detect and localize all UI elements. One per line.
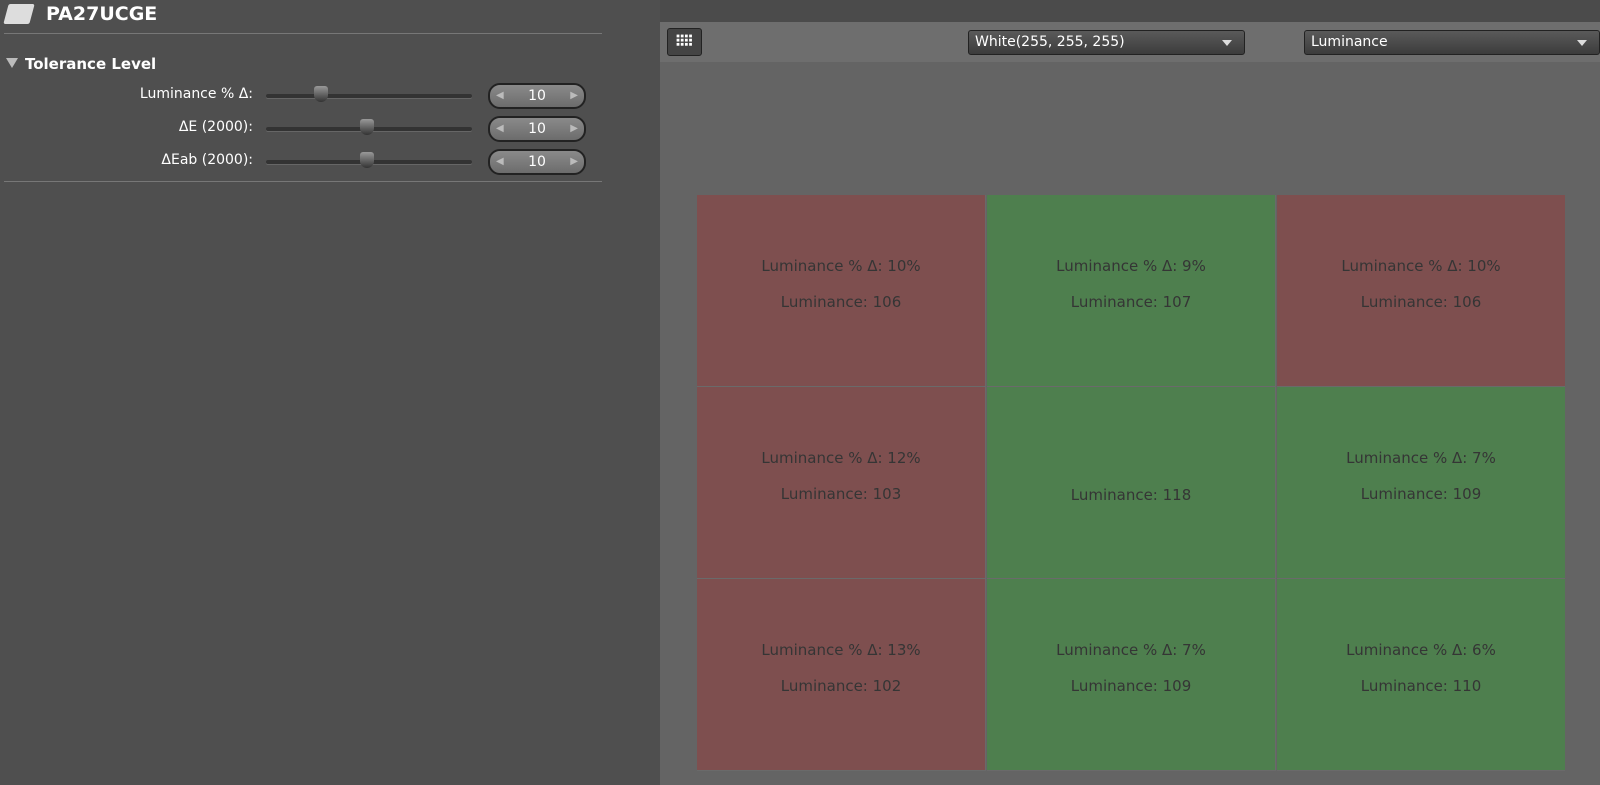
cell-text: Luminance % Δ: 13% [761,641,921,659]
spinner-decrement[interactable]: ◀ [496,123,504,134]
slider-thumb[interactable] [360,119,374,135]
collapse-toggle[interactable] [6,58,18,68]
spinner-increment[interactable]: ▶ [570,156,578,167]
grid-cell: Luminance % Δ: 12% Luminance: 103 [697,387,986,579]
grid-cell: Luminance % Δ: 13% Luminance: 102 [697,579,986,771]
grid-cell: Luminance % Δ: 10% Luminance: 106 [697,195,986,387]
value-spinner[interactable]: 10 ◀ ▶ [488,83,586,109]
slider-label: ΔEab (2000): [161,152,253,168]
grid-cell: Luminance % Δ: 9% Luminance: 107 [987,195,1276,387]
grid-cell: Luminance % Δ: 10% Luminance: 106 [1277,195,1565,387]
app-icon [3,4,35,24]
patch-dropdown[interactable]: White(255, 255, 255) [968,30,1245,55]
top-strip [660,0,1600,22]
cell-text: Luminance % Δ: 7% [1346,449,1496,467]
slider-row: ΔEab (2000): 10 ◀ ▶ [0,148,600,176]
cell-text: Luminance: 102 [780,677,902,695]
grid-cell: Luminance % Δ: 6% Luminance: 110 [1277,579,1565,771]
slider-track[interactable] [266,94,472,98]
value-spinner[interactable]: 10 ◀ ▶ [488,116,586,142]
grid-cell: Luminance % Δ: 7% Luminance: 109 [987,579,1276,771]
cell-text: Luminance: 109 [1070,677,1192,695]
grid-cell: Luminance % Δ: 7% Luminance: 109 [1277,387,1565,579]
spinner-value: 10 [528,154,546,170]
monitor-title: PA27UCGE [46,3,158,25]
section-title[interactable]: Tolerance Level [25,55,157,73]
spinner-increment[interactable]: ▶ [570,123,578,134]
cell-text: Luminance % Δ: 7% [1056,641,1206,659]
cell-text: Luminance: 110 [1360,677,1482,695]
cell-text: Luminance % Δ: 10% [761,257,921,275]
cell-text: Luminance % Δ: 10% [1341,257,1501,275]
cell-text: Luminance: 118 [1070,486,1192,504]
slider-label: ΔE (2000): [178,119,253,135]
slider-row: Luminance % Δ: 10 ◀ ▶ [0,82,600,110]
slider-label: Luminance % Δ: [139,86,253,102]
cell-text: Luminance % Δ: 12% [761,449,921,467]
grid-view-button[interactable] [667,28,702,56]
separator [4,33,602,34]
mode-dropdown[interactable]: Luminance [1304,30,1600,55]
slider-row: ΔE (2000): 10 ◀ ▶ [0,115,600,143]
value-spinner[interactable]: 10 ◀ ▶ [488,149,586,175]
cell-text: Luminance % Δ: 6% [1346,641,1496,659]
spinner-decrement[interactable]: ◀ [496,90,504,101]
cell-text: Luminance: 106 [1360,293,1482,311]
spinner-decrement[interactable]: ◀ [496,156,504,167]
cell-text: Luminance % Δ: 9% [1056,257,1206,275]
cell-text: Luminance: 106 [780,293,902,311]
spinner-value: 10 [528,88,546,104]
separator [4,181,602,182]
cell-text: Luminance: 103 [780,485,902,503]
grid-cell: Luminance: 118 [987,387,1276,579]
slider-thumb[interactable] [314,86,328,102]
cell-text: Luminance: 107 [1070,293,1192,311]
cell-text: Luminance: 109 [1360,485,1482,503]
spinner-increment[interactable]: ▶ [570,90,578,101]
slider-thumb[interactable] [360,152,374,168]
measurement-grid: Luminance % Δ: 10% Luminance: 106 Luminanc… [697,195,1565,785]
spinner-value: 10 [528,121,546,137]
